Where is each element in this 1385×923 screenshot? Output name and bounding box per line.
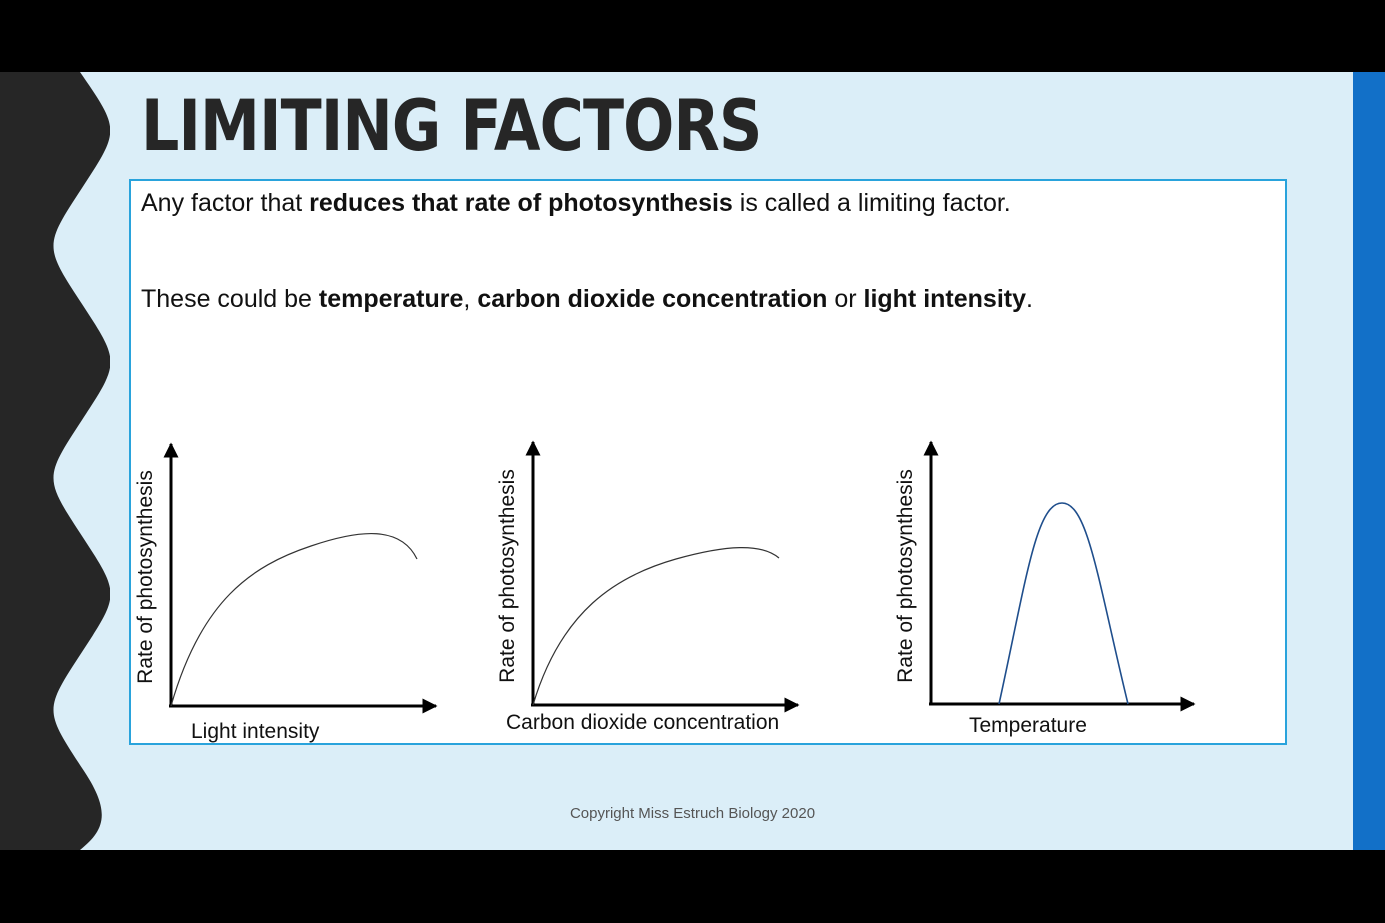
text-run: is called a limiting factor. — [732, 189, 1011, 217]
graph-co2-concentration: Rate of photosynthesis Carbon dioxide co… — [496, 440, 800, 734]
content-box: Any factor that reduces that rate of pho… — [129, 179, 1287, 745]
definition-text: Any factor that reduces that rate of pho… — [141, 189, 1011, 218]
accent-bar — [1353, 72, 1385, 850]
graph-light-intensity: Rate of photosynthesis Light intensity — [134, 442, 438, 743]
rate-curve — [170, 533, 418, 707]
slide-title: LIMITING FACTORS — [141, 85, 762, 167]
x-axis-label: Carbon dioxide concentration — [506, 711, 779, 734]
graph-temperature: Rate of photosynthesis Temperature — [894, 440, 1196, 737]
slide: LIMITING FACTORS Any factor that reduces… — [0, 72, 1385, 850]
bold-text-run: reduces that rate of photosynthesis — [309, 189, 733, 217]
text-run: . — [1026, 285, 1033, 313]
copyright-footer: Copyright Miss Estruch Biology 2020 — [569, 805, 816, 822]
text-run: These could be — [141, 285, 319, 313]
y-axis-label: Rate of photosynthesis — [496, 469, 519, 683]
bold-text-run: light intensity — [863, 285, 1027, 313]
bold-text-run: carbon dioxide concentration — [477, 285, 828, 313]
y-axis-label: Rate of photosynthesis — [894, 469, 917, 683]
text-run: Any factor that — [141, 189, 310, 217]
wavy-left-border — [0, 72, 110, 850]
graphs-panel: Rate of photosynthesis Light intensity R… — [134, 440, 1196, 743]
bold-text-run: temperature — [318, 285, 464, 313]
y-axis-label: Rate of photosynthesis — [134, 470, 157, 684]
text-run: or — [827, 285, 864, 313]
rate-curve — [998, 502, 1129, 705]
text-run: , — [463, 285, 478, 313]
x-axis-label: Temperature — [969, 714, 1087, 737]
x-axis-label: Light intensity — [191, 720, 320, 743]
examples-text: These could be temperature, carbon dioxi… — [141, 285, 1033, 314]
rate-curve — [532, 547, 780, 706]
